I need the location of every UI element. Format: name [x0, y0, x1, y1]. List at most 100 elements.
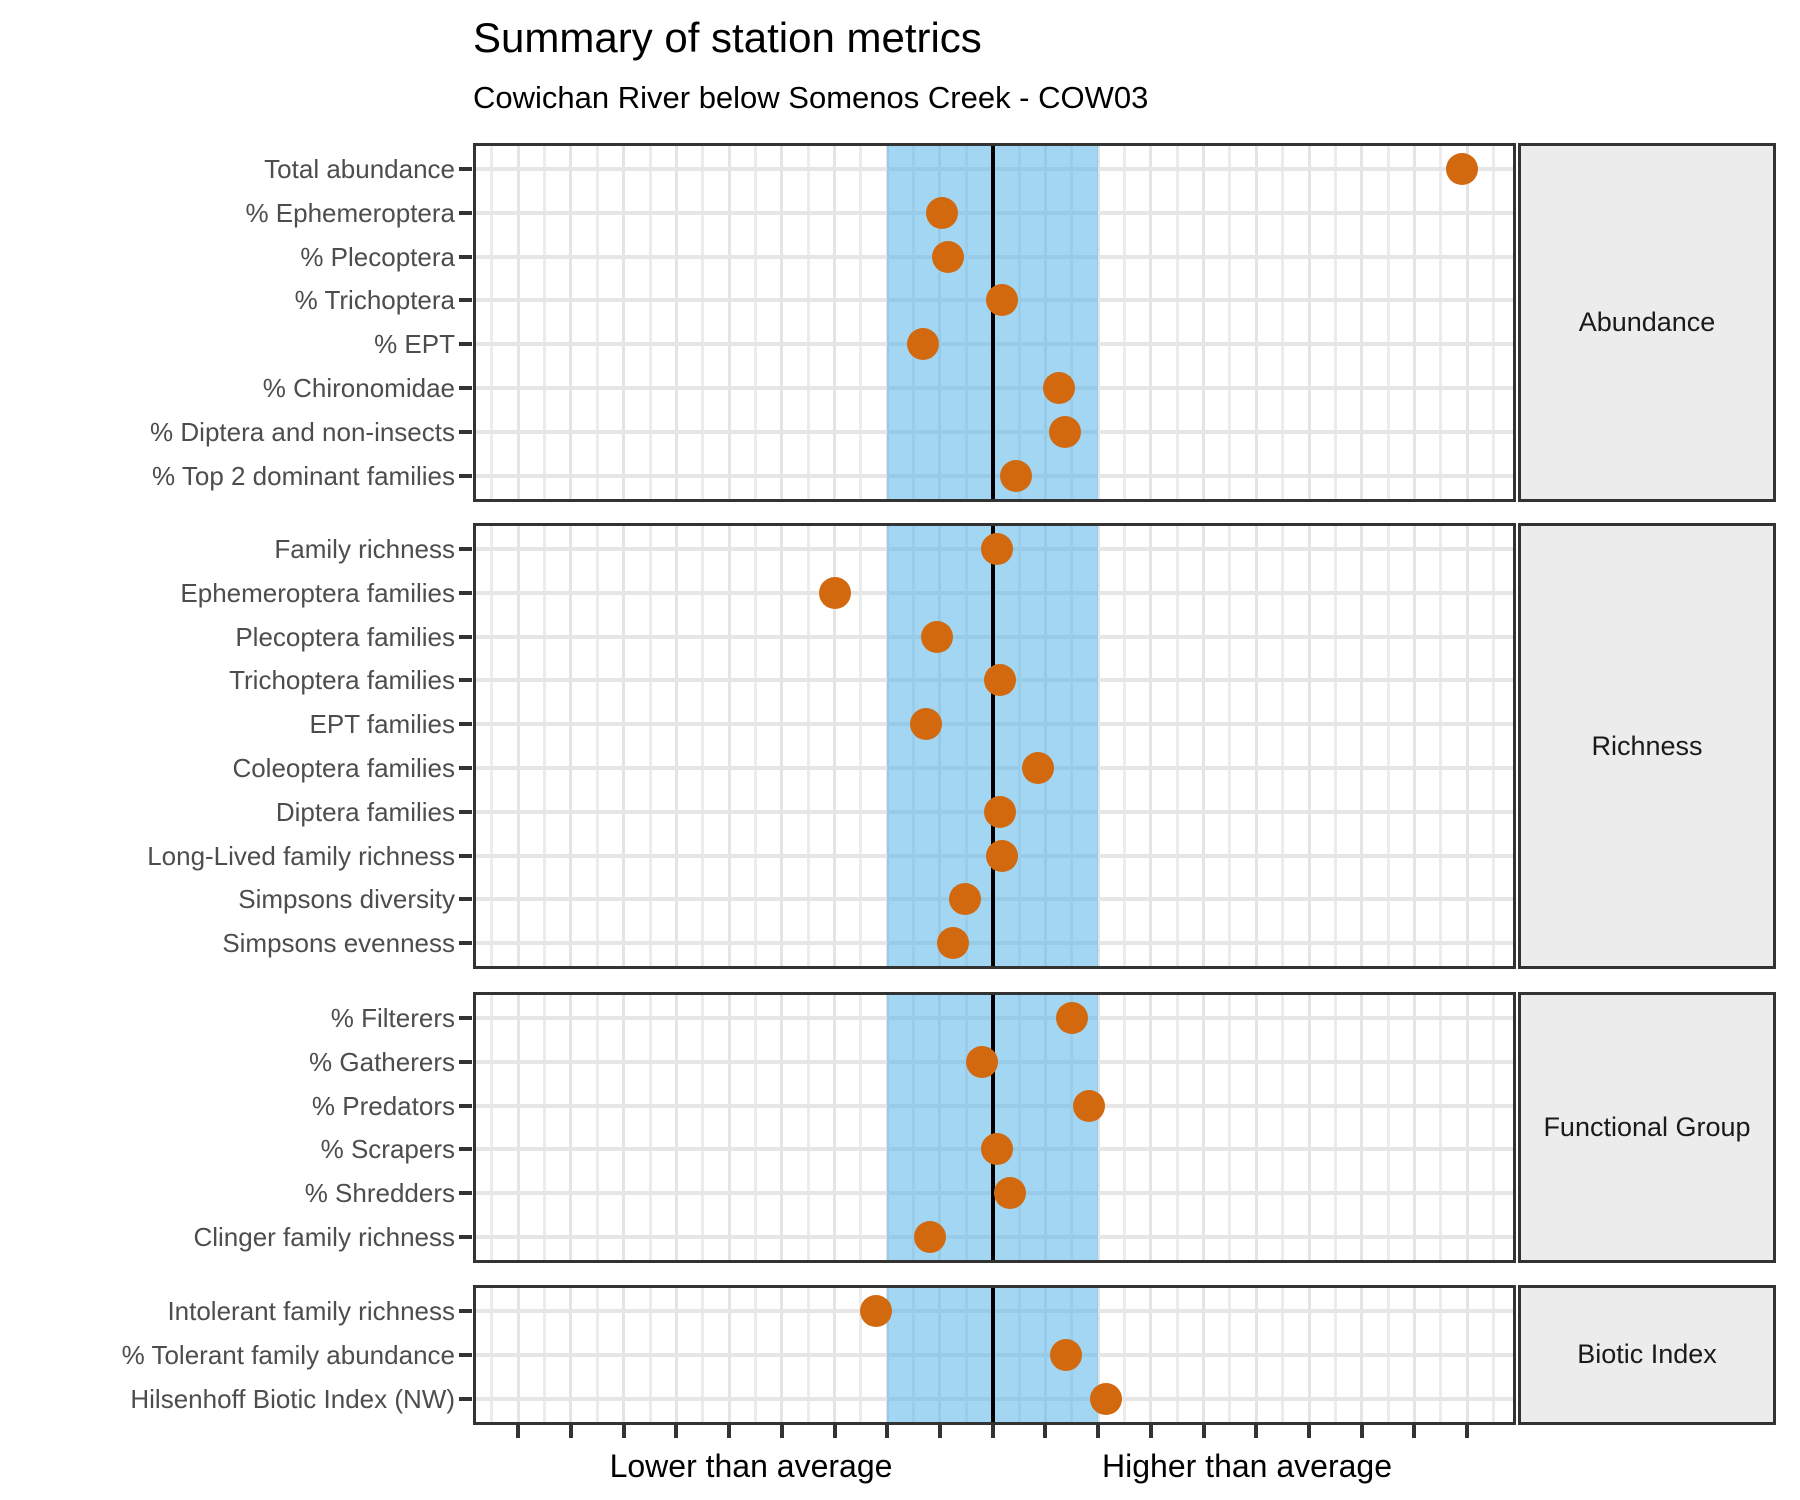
- gridline-vertical-minor: [1439, 526, 1443, 967]
- y-axis-tick: [459, 897, 472, 902]
- facet-panel-2: [473, 992, 1516, 1263]
- gridline-vertical-major: [674, 146, 678, 499]
- data-point: [931, 240, 964, 273]
- data-point: [860, 1295, 893, 1327]
- gridline-vertical-major: [833, 526, 837, 967]
- gridline-vertical-major: [516, 995, 520, 1260]
- gridline-vertical-minor: [1123, 526, 1126, 967]
- y-axis-label: Hilsenhoff Biotic Index (NW): [130, 1383, 455, 1414]
- y-axis-tick: [459, 1352, 472, 1357]
- gridline-vertical-major: [727, 995, 731, 1260]
- gridline-vertical-major: [1254, 146, 1258, 499]
- x-axis-tick: [1359, 1424, 1364, 1438]
- gridline-vertical-minor: [1281, 526, 1285, 967]
- y-axis-label: % EPT: [374, 329, 455, 360]
- facet-strip-label: Functional Group: [1543, 1112, 1751, 1142]
- data-point: [1021, 752, 1054, 784]
- gridline-vertical-minor: [1123, 995, 1126, 1260]
- x-axis-label-higher: Higher than average: [1102, 1448, 1392, 1484]
- data-point: [1043, 372, 1076, 404]
- y-axis-label: Coleoptera families: [232, 753, 455, 783]
- gridline-vertical-minor: [1175, 995, 1179, 1260]
- facet-strip: Abundance: [1518, 143, 1776, 502]
- gridline-vertical-major: [569, 995, 573, 1260]
- gridline-vertical-minor: [859, 146, 863, 499]
- data-point: [994, 1177, 1027, 1210]
- gridline-vertical-minor: [1228, 526, 1232, 967]
- gridline-vertical-minor: [1386, 146, 1390, 499]
- y-axis-label: Simpsons diversity: [238, 884, 455, 915]
- y-axis-label: % Ephemeroptera: [245, 197, 455, 228]
- x-axis-tick: [1043, 1424, 1048, 1438]
- gridline-vertical-minor: [753, 995, 757, 1260]
- data-point: [984, 795, 1017, 828]
- gridline-vertical-major: [727, 146, 731, 499]
- y-axis-tick: [459, 853, 472, 858]
- y-axis-label: Long-Lived family richness: [147, 840, 455, 871]
- average-line: [990, 995, 995, 1260]
- gridline-vertical-major: [1254, 995, 1258, 1260]
- gridline-vertical-major: [1096, 146, 1100, 499]
- gridline-vertical-major: [833, 146, 837, 499]
- y-axis-tick: [459, 386, 472, 390]
- data-point: [980, 533, 1013, 565]
- y-axis-label: Diptera families: [275, 796, 455, 827]
- y-axis-label: EPT families: [309, 709, 455, 740]
- y-axis-label: % Plecoptera: [300, 241, 455, 272]
- y-axis-label: % Top 2 dominant families: [151, 460, 455, 491]
- gridline-vertical-major: [569, 526, 573, 967]
- data-point: [913, 1221, 946, 1253]
- y-axis-label: % Tolerant family abundance: [121, 1339, 455, 1370]
- gridline-vertical-minor: [859, 526, 863, 967]
- y-axis-tick: [459, 766, 472, 770]
- gridline-vertical-major: [516, 526, 520, 967]
- gridline-vertical-minor: [490, 995, 494, 1260]
- y-axis-label: Total abundance: [264, 154, 455, 184]
- gridline-vertical-major: [1149, 526, 1153, 967]
- y-axis-tick: [459, 809, 472, 814]
- data-point: [925, 196, 958, 229]
- data-point: [921, 620, 954, 653]
- y-axis-tick: [459, 634, 472, 639]
- gridline-vertical-minor: [701, 526, 705, 967]
- data-point: [983, 664, 1016, 697]
- x-axis-tick: [621, 1424, 626, 1438]
- gridline-vertical-minor: [1386, 995, 1390, 1260]
- y-axis-label: Clinger family richness: [193, 1222, 455, 1252]
- facet-strip: Biotic Index: [1518, 1285, 1776, 1425]
- gridline-vertical-minor: [1439, 995, 1443, 1260]
- gridline-vertical-major: [1465, 146, 1469, 499]
- data-point: [965, 1045, 998, 1078]
- data-point: [981, 1133, 1014, 1166]
- average-line: [990, 146, 995, 499]
- gridline-vertical-major: [833, 995, 837, 1260]
- gridline-vertical-minor: [648, 146, 652, 499]
- y-axis-tick: [459, 429, 472, 434]
- gridline-vertical-major: [727, 526, 731, 967]
- gridline-vertical-minor: [595, 146, 599, 499]
- gridline-vertical-minor: [1492, 526, 1496, 967]
- facet-panel-3: [473, 1285, 1516, 1425]
- gridline-vertical-minor: [753, 146, 757, 499]
- gridline-vertical-minor: [490, 146, 494, 499]
- facet-strip: Functional Group: [1518, 992, 1776, 1263]
- gridline-vertical-minor: [1439, 146, 1443, 499]
- gridline-vertical-minor: [1492, 995, 1496, 1260]
- y-axis-tick: [459, 941, 472, 946]
- gridline-vertical-major: [1202, 146, 1206, 499]
- gridline-vertical-major: [1202, 526, 1206, 967]
- y-axis-label: % Filterers: [330, 1003, 455, 1033]
- x-axis-tick: [1096, 1424, 1101, 1438]
- gridline-vertical-minor: [490, 526, 494, 967]
- gridline-vertical-major: [569, 146, 573, 499]
- gridline-vertical-minor: [1281, 995, 1285, 1260]
- gridline-vertical-minor: [1333, 146, 1337, 499]
- gridline-vertical-major: [1254, 526, 1258, 967]
- y-axis-label: % Gatherers: [309, 1046, 455, 1077]
- y-axis-tick: [459, 1147, 472, 1152]
- gridline-vertical-minor: [1333, 995, 1337, 1260]
- gridline-vertical-major: [622, 995, 626, 1260]
- y-axis-tick: [459, 167, 472, 171]
- y-axis-label: % Predators: [311, 1090, 455, 1121]
- y-axis-tick: [459, 1016, 472, 1020]
